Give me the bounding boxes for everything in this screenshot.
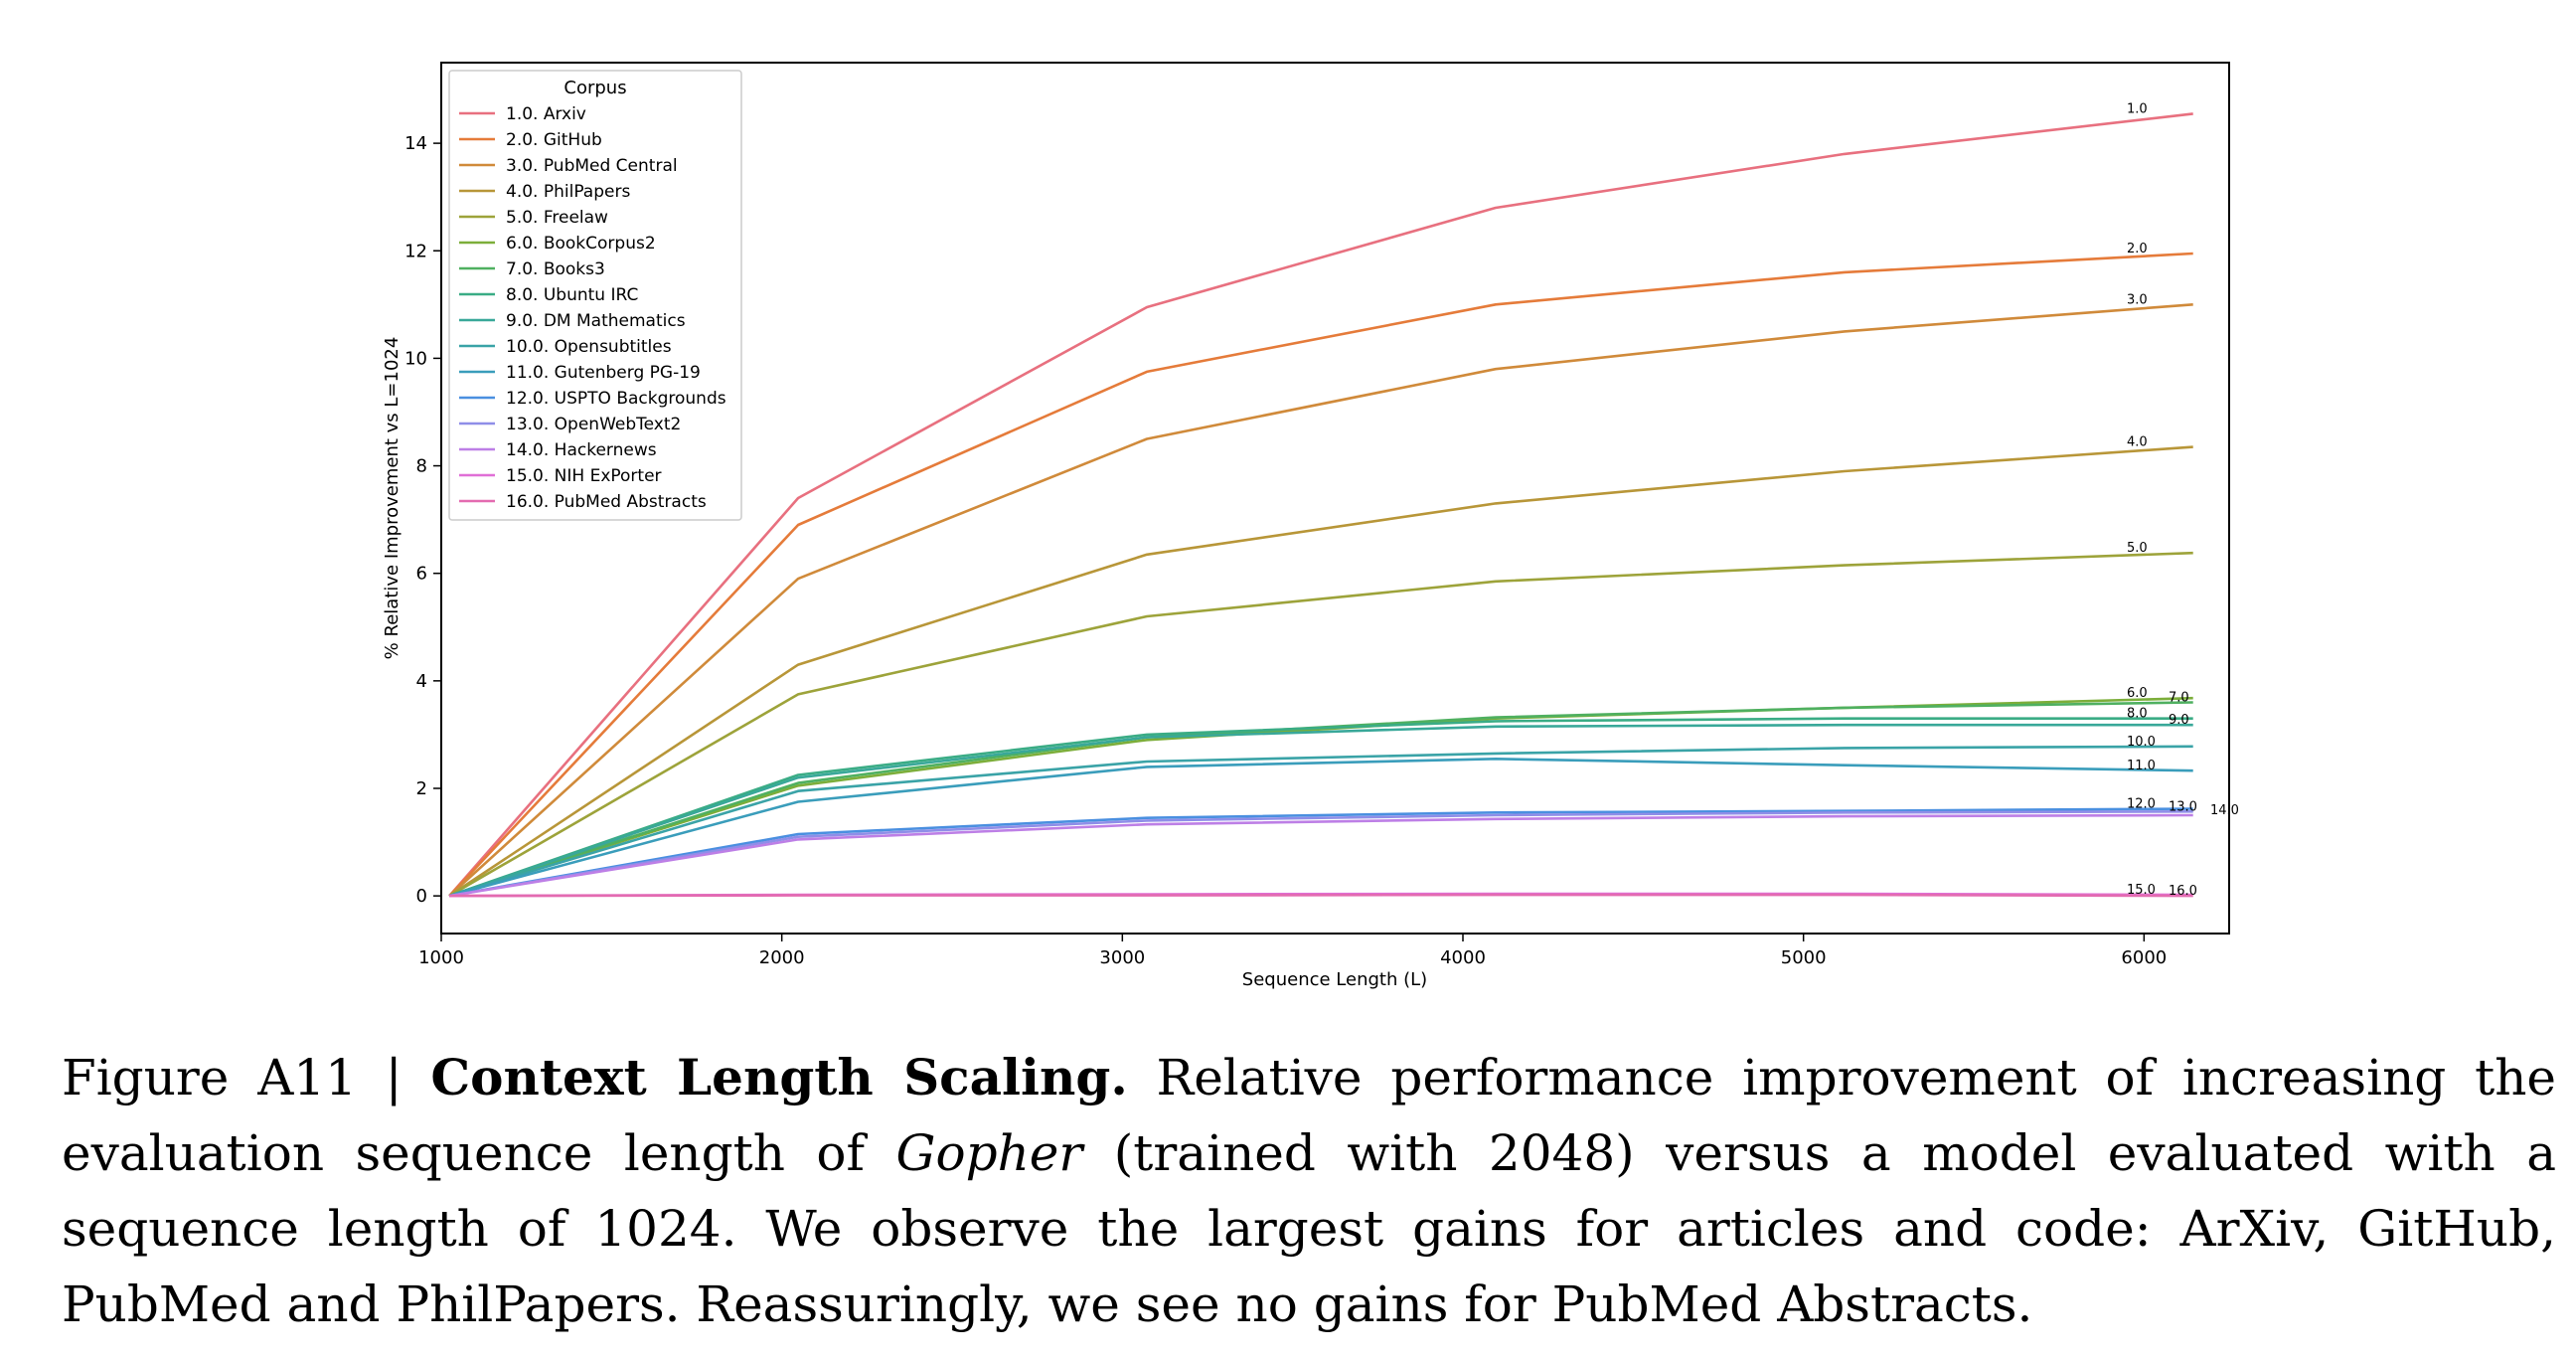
series-line-5 <box>448 551 2193 898</box>
legend-entry-10: 10.0. Opensubtitles <box>506 337 672 357</box>
legend-entry-11: 11.0. Gutenberg PG-19 <box>506 363 701 383</box>
legend-entry-13: 13.0. OpenWebText2 <box>506 415 681 434</box>
y-tick-label: 0 <box>416 886 427 907</box>
series-end-label-2: 2.0 <box>2127 242 2148 256</box>
series-end-label-1: 1.0 <box>2127 101 2148 116</box>
caption-text-1: Relative performance improvement of incr… <box>62 1049 2556 1182</box>
legend-entry-2: 2.0. GitHub <box>506 130 602 150</box>
caption-prefix: Figure A11 | <box>62 1049 431 1107</box>
series-end-label-6: 6.0 <box>2127 686 2148 701</box>
x-axis: 1000 2000 3000 4000 5000 6000 <box>418 934 2167 968</box>
legend-entry-15: 15.0. NIH ExPorter <box>506 466 662 486</box>
y-tick-label: 4 <box>416 671 427 692</box>
series-end-label-13: 13.0 <box>2169 799 2197 814</box>
series-layer <box>448 112 2193 898</box>
legend-entry-4: 4.0. PhilPapers <box>506 182 630 202</box>
y-tick-label: 14 <box>404 133 427 154</box>
legend: Corpus 1.0. Arxiv 2.0. GitHub 3.0. PubMed … <box>448 70 742 521</box>
legend-entry-14: 14.0. Hackernews <box>506 440 657 460</box>
legend-title: Corpus <box>564 78 626 98</box>
figure-caption: Figure A11 | Context Length Scaling. Rel… <box>62 1040 2556 1342</box>
plot-frame <box>440 62 2230 935</box>
caption-title: Context Length Scaling. <box>430 1048 1128 1107</box>
series-line-4 <box>448 445 2193 898</box>
legend-entry-8: 8.0. Ubuntu IRC <box>506 285 638 305</box>
x-axis-label: Sequence Length (L) <box>1242 969 1427 990</box>
x-tick-label: 3000 <box>1099 947 1145 968</box>
y-axis: 0 2 4 6 8 10 12 14 <box>404 133 441 907</box>
series-line-13 <box>448 809 2193 898</box>
series-end-label-8: 8.0 <box>2127 707 2148 722</box>
series-end-label-16: 16.0 <box>2169 884 2197 899</box>
y-tick-label: 8 <box>416 456 427 477</box>
legend-entry-12: 12.0. USPTO Backgrounds <box>506 389 726 409</box>
legend-entry-5: 5.0. Freelaw <box>506 208 608 228</box>
series-line-14 <box>448 813 2193 898</box>
series-end-label-12: 12.0 <box>2127 797 2156 812</box>
series-line-3 <box>448 303 2193 898</box>
y-axis-label: % Relative Improvement vs L=1024 <box>382 337 402 660</box>
legend-entry-3: 3.0. PubMed Central <box>506 156 678 176</box>
x-tick-label: 2000 <box>759 947 805 968</box>
y-tick-label: 6 <box>416 564 427 585</box>
legend-items: 1.0. Arxiv 2.0. GitHub 3.0. PubMed Central… <box>459 104 726 512</box>
legend-entry-7: 7.0. Books3 <box>506 259 605 279</box>
y-tick-label: 10 <box>404 348 427 369</box>
series-line-8 <box>448 717 2193 898</box>
series-end-labels: 1.0 2.0 3.0 4.0 5.0 6.0 7.0 8.0 9.0 10.0 11.0 12.0 1… <box>2127 101 2239 899</box>
series-line-2 <box>448 252 2193 897</box>
x-tick-label: 4000 <box>1440 947 1486 968</box>
series-end-label-4: 4.0 <box>2127 435 2148 450</box>
y-tick-label: 2 <box>416 778 427 799</box>
x-tick-label: 5000 <box>1781 947 1827 968</box>
series-end-label-15: 15.0 <box>2127 883 2156 898</box>
series-end-label-3: 3.0 <box>2127 292 2148 307</box>
legend-entry-16: 16.0. PubMed Abstracts <box>506 492 707 512</box>
series-line-12 <box>448 807 2193 898</box>
series-end-label-9: 9.0 <box>2169 713 2189 728</box>
series-line-9 <box>448 723 2193 898</box>
series-end-label-10: 10.0 <box>2127 735 2156 750</box>
caption-model-name: Gopher <box>895 1124 1083 1182</box>
series-end-label-7: 7.0 <box>2169 690 2189 705</box>
series-line-11 <box>448 757 2193 898</box>
series-line-1 <box>448 112 2193 897</box>
legend-entry-1: 1.0. Arxiv <box>506 104 586 124</box>
legend-entry-9: 9.0. DM Mathematics <box>506 311 686 331</box>
y-tick-label: 12 <box>404 241 427 261</box>
line-chart: 1000 2000 3000 4000 5000 6000 0 2 4 6 8 10 12 14 1.0… <box>382 62 2239 990</box>
legend-box <box>448 70 742 521</box>
series-line-16 <box>449 893 2193 898</box>
series-end-label-11: 11.0 <box>2127 759 2156 773</box>
series-end-label-5: 5.0 <box>2127 541 2148 556</box>
x-tick-label: 1000 <box>418 947 464 968</box>
legend-entry-6: 6.0. BookCorpus2 <box>506 234 656 254</box>
caption-text-2: (trained with 2048) versus a model evalu… <box>62 1124 2556 1333</box>
series-line-10 <box>448 745 2193 898</box>
series-end-label-14: 14.0 <box>2210 803 2239 818</box>
x-tick-label: 6000 <box>2121 947 2167 968</box>
